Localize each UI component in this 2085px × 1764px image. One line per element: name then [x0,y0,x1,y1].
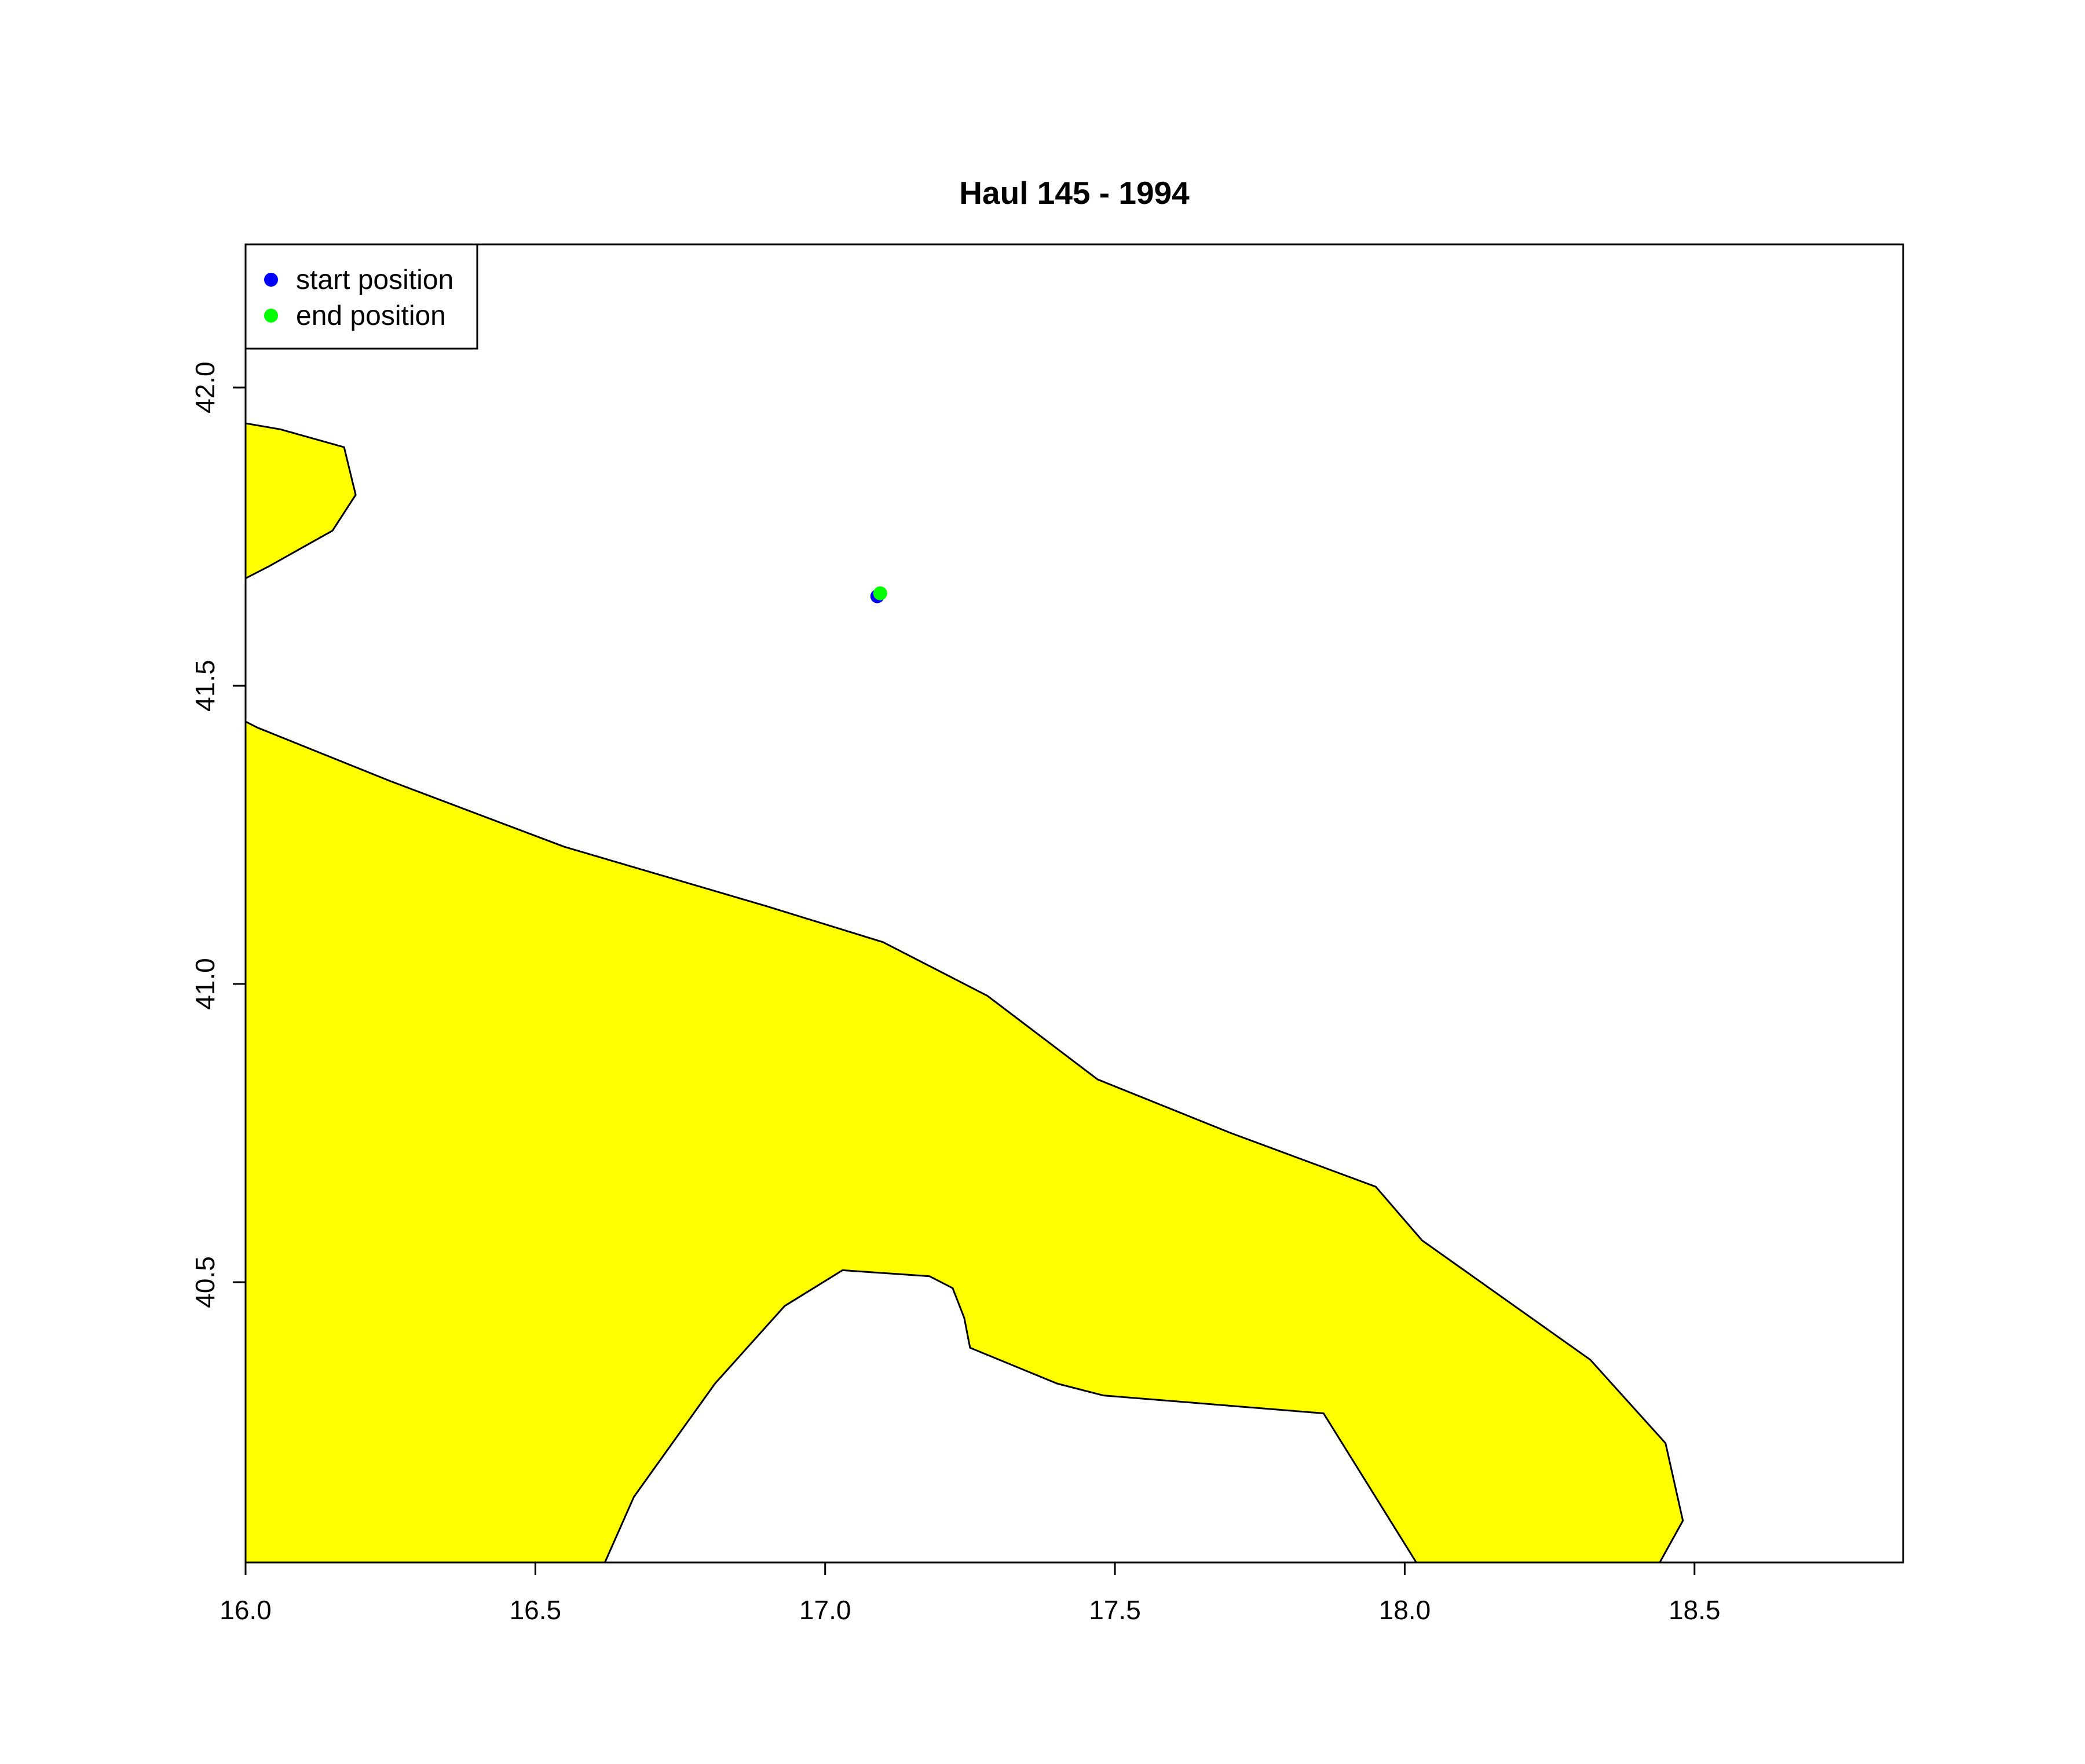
x-tick-label: 16.5 [510,1595,562,1625]
legend-label-end: end position [296,301,446,331]
land-layer [246,422,1684,1562]
x-tick-label: 17.0 [799,1595,851,1625]
land-polygon-southern-coast [246,720,1684,1562]
y-tick-label: 42.0 [190,361,220,413]
legend-box [244,243,478,350]
x-axis: 16.0 16.5 17.0 17.5 18.0 18.5 [220,1561,1721,1625]
legend-marker-start [264,273,278,287]
legend-marker-end [264,309,278,323]
x-tick-label: 18.0 [1379,1595,1431,1625]
x-tick-label: 18.5 [1669,1595,1721,1625]
y-tick-label: 41.5 [190,660,220,712]
x-tick-label: 16.0 [220,1595,272,1625]
legend: start position end position [244,243,478,350]
x-tick-label: 17.5 [1089,1595,1141,1625]
y-tick-label: 41.0 [190,958,220,1010]
end-position-point-0 [873,586,887,601]
legend-label-start: start position [296,265,453,295]
chart-title: Haul 145 - 1994 [959,175,1190,211]
y-axis: 40.5 41.0 41.5 42.0 [190,361,247,1308]
points-layer [870,586,887,603]
y-tick-label: 40.5 [190,1256,220,1308]
land-polygon-northern-coast [246,422,357,580]
